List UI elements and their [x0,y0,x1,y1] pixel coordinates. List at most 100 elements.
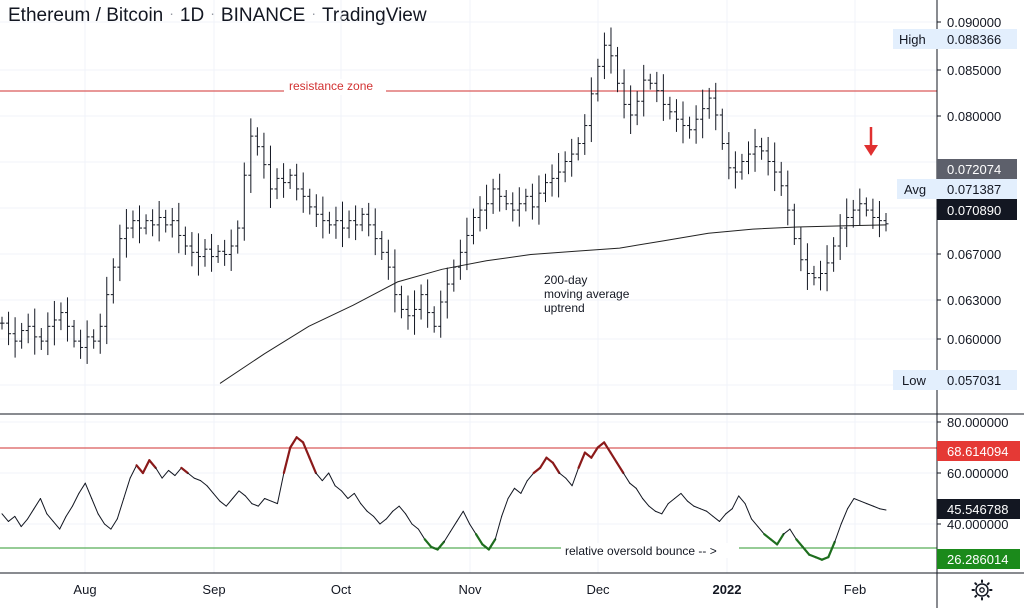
price-pane: resistance zone 200-day moving average u… [0,27,937,384]
oscillator-segment [648,505,656,512]
price-bar [778,161,784,196]
oscillator-segment [520,480,528,494]
oscillator-segment [654,510,663,515]
price-bar [353,205,359,241]
low-badge: Low 0.057031 [893,370,1017,390]
oscillator-segment [603,441,612,454]
price-bar [516,187,522,227]
title-separator: · [210,5,215,21]
oversold-annotation: relative oversold bounce -- > [565,544,717,558]
oscillator-segment [808,553,817,559]
oscillator-segment [244,495,253,505]
price-bar [772,142,778,192]
price-bar [300,172,306,213]
oscillator-segment [776,533,785,546]
oscillator-segment [436,540,446,551]
oscillator-segment [725,508,733,515]
price-bar [130,210,136,239]
price-bar [313,194,319,227]
overbought-badge: 68.614094 [937,441,1020,461]
price-bar [497,173,503,212]
price-bar [38,328,44,350]
grid-lines [0,0,937,573]
recent-high-badge: 0.072074 [937,159,1017,179]
price-bar [529,183,535,220]
price-bar [759,137,765,160]
price-bar [143,214,149,235]
oscillator-segment [174,467,182,477]
title-separator: · [169,5,174,21]
oscillator-segment [750,518,759,528]
ma-annotation-line3: uptrend [544,301,585,315]
interval-label: 1D [179,5,205,26]
price-bar [634,91,640,126]
provider-label: TradingView [322,5,427,26]
x-tick-label: Sep [202,582,225,597]
oscillator-segment [699,508,708,512]
price-bar [687,116,693,139]
oscillator-segment [532,466,542,475]
oscillator-segment [501,498,509,517]
price-bar [451,259,457,292]
oscillator-segment [193,477,202,482]
price-bar [267,145,273,208]
oscillator-segment [225,498,234,507]
price-bar [615,46,621,93]
price-bar [569,138,575,177]
price-bar [182,226,188,255]
symbol-name: Ethereum / Bitcoin [8,5,164,26]
oscillator-segment [590,446,599,459]
price-bar [647,73,653,90]
price-bar [287,168,293,189]
oscillator-segment [820,556,830,561]
oscillator-segment [449,520,458,533]
current-osc-badge: 45.546788 [937,499,1020,519]
price-bar [457,239,463,280]
price-bar [719,108,725,150]
oscillator-segment [430,545,439,551]
price-bar [726,132,732,180]
price-bar [588,77,594,143]
oscillator-segment [507,487,515,499]
oscillator-segment [46,513,54,522]
oscillator-segment [141,459,151,475]
oscillator-segment [667,498,676,505]
price-bar [542,173,548,203]
price-bar [340,201,346,248]
oscillator-segment [731,495,740,510]
price-bar [536,175,542,225]
price-bar [412,290,418,335]
price-bar [32,308,38,355]
price-bar [379,231,385,260]
oscillator-segment [315,472,323,482]
price-bar [398,285,404,319]
price-bar [254,127,260,156]
oscillator-segment [693,505,701,510]
oscillator-segment [565,477,573,487]
oscillator-segment [219,500,227,507]
high-label: High [899,32,926,47]
last-price-value: 0.070890 [947,203,1001,218]
oscillator-segment [481,543,490,551]
oscillator-segment [545,456,554,464]
price-bar [667,96,673,120]
oscillator-segment [39,498,48,515]
price-bar [654,71,660,103]
oscillator-segment [347,492,355,499]
high-value: 0.088366 [947,32,1001,47]
oscillator-segment [116,498,125,520]
price-bar [195,233,201,276]
price-bar [261,132,267,179]
price-bar [798,227,804,272]
oscillator-segment [411,523,419,530]
gear-icon[interactable] [971,579,993,601]
oscillator-segment [872,505,881,510]
oscillator-segment [103,523,112,530]
price-bar [595,58,601,102]
price-bar [91,329,97,349]
price-bar [582,114,588,155]
oscillator-segment [27,508,35,520]
oscillator-segment [789,528,797,540]
avg-badge: Avg 0.071387 [897,179,1017,199]
price-bar [621,69,627,119]
